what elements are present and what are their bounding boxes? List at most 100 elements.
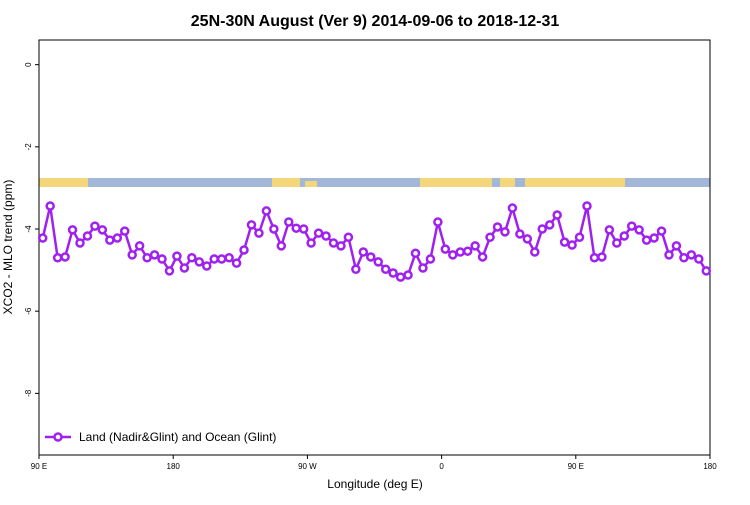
data-point: [149, 250, 160, 260]
data-point: [492, 222, 503, 232]
data-point: [291, 223, 301, 233]
y-tick-label: -6: [24, 307, 33, 315]
x-tick-label: 90 E: [568, 462, 584, 471]
data-point: [306, 238, 316, 248]
data-point: [276, 241, 287, 251]
data-point: [559, 237, 570, 247]
data-point: [343, 232, 354, 242]
y-tick-label: -8: [24, 389, 33, 397]
data-point: [105, 235, 115, 245]
data-point: [164, 266, 175, 276]
data-point: [261, 206, 272, 216]
data-point: [328, 238, 339, 248]
data-point: [209, 254, 219, 264]
x-tick-label: 0: [439, 462, 444, 471]
data-point: [582, 201, 592, 211]
data-point: [679, 253, 689, 263]
data-point: [172, 251, 182, 261]
x-tick-label: 180: [703, 462, 717, 471]
data-point: [157, 254, 167, 264]
data-point: [82, 231, 93, 241]
data-point: [373, 257, 383, 267]
data-point: [619, 231, 630, 241]
data-point: [604, 225, 615, 235]
data-point: [470, 241, 480, 251]
data-point: [380, 264, 391, 275]
data-point: [686, 250, 697, 260]
data-point: [246, 220, 257, 230]
data-point: [358, 247, 369, 257]
data-point: [515, 229, 525, 239]
y-tick-label: -2: [24, 143, 33, 151]
chart-title: 25N-30N August (Ver 9) 2014-09-06 to 201…: [191, 13, 560, 30]
data-point: [239, 245, 249, 255]
data-point: [567, 240, 577, 250]
data-point: [224, 253, 234, 263]
data-point: [462, 246, 473, 256]
series-line: [41, 203, 708, 279]
data-point: [119, 226, 130, 236]
data-point: [649, 233, 659, 243]
data-point: [67, 225, 78, 235]
data-point: [500, 227, 510, 237]
land-ocean-strip: [39, 178, 710, 187]
data-point: [313, 228, 324, 238]
data-point: [544, 220, 555, 230]
data-point: [351, 264, 361, 275]
data-point: [656, 226, 667, 236]
data-point: [395, 272, 406, 282]
plot-frame: [38, 39, 711, 456]
x-tick-label: 180: [167, 462, 181, 471]
data-point: [388, 268, 398, 278]
data-point: [455, 247, 465, 257]
data-point: [425, 254, 436, 264]
data-point: [589, 253, 600, 263]
data-point: [134, 241, 145, 251]
data-point: [477, 252, 488, 262]
data-point: [216, 254, 227, 264]
y-axis-label: XCO2 - MLO trend (ppm): [1, 180, 15, 315]
data-point: [60, 252, 70, 262]
data-point: [202, 261, 212, 271]
data-point: [418, 263, 428, 273]
data-point: [231, 258, 242, 268]
data-point: [664, 250, 674, 260]
data-point: [530, 247, 540, 257]
data-point: [537, 224, 547, 234]
data-point: [574, 232, 585, 242]
data-point: [597, 252, 607, 262]
data-point: [552, 210, 562, 220]
data-point: [641, 235, 652, 245]
data-point: [694, 254, 704, 264]
data-point: [52, 253, 63, 263]
data-point: [90, 221, 100, 231]
data-point: [75, 238, 85, 248]
data-point: [298, 224, 309, 234]
x-axis-label: Longitude (deg E): [327, 477, 422, 491]
data-point: [626, 221, 637, 231]
data-point: [485, 232, 495, 242]
data-point: [179, 263, 190, 273]
x-tick-label: 90 E: [31, 462, 47, 471]
legend-label: Land (Nadir&Glint) and Ocean (Glint): [79, 430, 276, 444]
data-point: [440, 244, 451, 254]
data-point: [112, 233, 123, 243]
data-point: [612, 238, 622, 248]
data-point: [269, 224, 279, 234]
data-point: [187, 253, 197, 263]
data-point: [37, 233, 48, 243]
data-point: [403, 270, 413, 280]
data-point: [45, 201, 55, 211]
data-point: [127, 250, 137, 260]
data-point: [522, 234, 533, 244]
data-point: [194, 257, 205, 267]
x-tick-label: 90 W: [298, 462, 317, 471]
y-tick-label: -4: [24, 225, 33, 233]
data-point: [321, 231, 331, 241]
data-point: [448, 250, 458, 260]
legend-marker: [53, 432, 63, 442]
y-tick-label: 0: [24, 62, 33, 67]
data-point: [701, 266, 712, 276]
data-point: [142, 253, 152, 263]
